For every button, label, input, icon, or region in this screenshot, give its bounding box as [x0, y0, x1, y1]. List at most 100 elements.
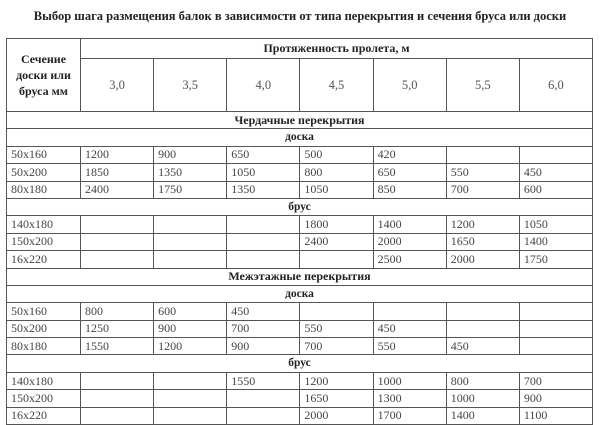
size-cell: 50x200: [6, 319, 81, 339]
table-row: 150x200 2400 2000 1650 1400: [6, 232, 594, 252]
group-heading: брус: [6, 197, 593, 217]
beam-spacing-table: Сечение доски или бруса мм Протяженность…: [6, 38, 594, 425]
size-cell: 80x180: [6, 337, 81, 356]
spacing-cell: [445, 302, 520, 321]
spacing-cell: [372, 302, 447, 321]
spacing-cell: [226, 389, 301, 408]
spacing-cell: [153, 406, 228, 425]
spacing-cell: 700: [445, 180, 520, 199]
spacing-cell: [79, 250, 155, 269]
spacing-cell: 1750: [518, 250, 594, 269]
table-row: 140x180 1550 1200 1000 800 700: [6, 371, 594, 391]
spacing-cell: 1200: [79, 145, 155, 165]
spacing-cell: 600: [518, 180, 594, 199]
spacing-cell: [518, 319, 594, 339]
size-cell: 80x180: [6, 180, 81, 199]
spacing-cell: [299, 250, 374, 269]
spacing-cell: 1200: [153, 337, 228, 356]
spacing-cell: [226, 406, 301, 425]
spacing-cell: 1300: [372, 389, 447, 408]
spacing-cell: 1400: [445, 406, 520, 425]
table-row: 50x160 1200 900 650 500 420: [6, 145, 594, 165]
span-value: 3,5: [153, 58, 228, 112]
table-title: Выбор шага размещения балок в зависимост…: [33, 9, 567, 23]
spacing-cell: 500: [299, 145, 374, 165]
spacing-cell: 650: [372, 163, 447, 182]
table-row: 16x220 2500 2000 1750: [6, 250, 594, 269]
spacing-cell: 1550: [79, 337, 155, 356]
spacing-cell: 1100: [518, 406, 594, 425]
size-cell: 16x220: [6, 406, 81, 425]
spacing-cell: [79, 371, 155, 391]
spacing-cell: 900: [153, 319, 228, 339]
spacing-cell: 700: [518, 371, 594, 391]
spacing-cell: 550: [299, 319, 374, 339]
spacing-cell: 1200: [445, 215, 520, 234]
spacing-cell: [299, 302, 374, 321]
spacing-cell: [518, 337, 594, 356]
spacing-cell: 1800: [299, 215, 374, 234]
size-cell: 16x220: [6, 250, 81, 269]
table-row: 50x200 1850 1350 1050 800 650 550 450: [6, 163, 594, 182]
spacing-cell: 420: [372, 145, 447, 165]
spacing-cell: [153, 371, 228, 391]
spacing-cell: 600: [153, 302, 228, 321]
spacing-cell: 1200: [299, 371, 374, 391]
spacing-cell: [79, 389, 155, 408]
table-row: 80x180 2400 1750 1350 1050 850 700 600: [6, 180, 594, 199]
spacing-cell: 1350: [226, 180, 301, 199]
spacing-cell: 1050: [299, 180, 374, 199]
table-row: 150x200 1650 1300 1000 900: [6, 389, 594, 408]
spacing-cell: 700: [299, 337, 374, 356]
spacing-cell: 450: [518, 163, 594, 182]
spacing-cell: 900: [518, 389, 594, 408]
spacing-cell: [153, 232, 228, 252]
spacing-cell: 550: [372, 337, 447, 356]
spacing-cell: 2000: [299, 406, 374, 425]
table-row: 16x220 2000 1700 1400 1100: [6, 406, 594, 425]
span-value: 3,0: [79, 58, 155, 112]
size-cell: 50x160: [6, 302, 81, 321]
spacing-cell: 900: [153, 145, 228, 165]
spacing-cell: 2000: [372, 232, 447, 252]
spacing-cell: 2000: [445, 250, 520, 269]
group-heading: брус: [6, 354, 593, 373]
spacing-cell: [518, 145, 594, 165]
size-cell: 150x200: [6, 389, 81, 408]
spacing-cell: 800: [79, 302, 155, 321]
group-heading: доска: [6, 284, 593, 304]
spacing-cell: [226, 215, 301, 234]
spacing-cell: 850: [372, 180, 447, 199]
spacing-cell: 1700: [372, 406, 447, 425]
spacing-cell: 1400: [372, 215, 447, 234]
section-column-header: Сечение доски или бруса мм: [6, 38, 81, 112]
span-value: 6,0: [518, 58, 594, 112]
spacing-cell: 550: [445, 163, 520, 182]
span-value: 5,5: [445, 58, 520, 112]
spacing-cell: 450: [445, 337, 520, 356]
spacing-cell: 450: [372, 319, 447, 339]
spacing-cell: [79, 232, 155, 252]
span-value: 4,5: [299, 58, 374, 112]
spacing-cell: 1050: [518, 215, 594, 234]
spacing-cell: 1550: [226, 371, 301, 391]
table-row: 50x160 800 600 450: [6, 302, 594, 321]
spacing-cell: 1050: [226, 163, 301, 182]
size-cell: 150x200: [6, 232, 81, 252]
spacing-cell: [153, 250, 228, 269]
spacing-cell: [153, 215, 228, 234]
table-row: 140x180 1800 1400 1200 1050: [6, 215, 594, 234]
spacing-cell: [226, 250, 301, 269]
spacing-cell: 900: [226, 337, 301, 356]
spacing-cell: 1250: [79, 319, 155, 339]
size-cell: 50x160: [6, 145, 81, 165]
spacing-cell: 800: [299, 163, 374, 182]
spacing-cell: [518, 302, 594, 321]
spacing-cell: 650: [226, 145, 301, 165]
spacing-cell: 1000: [372, 371, 447, 391]
group-heading: доска: [6, 128, 593, 147]
size-cell: 140x180: [6, 371, 81, 391]
spacing-cell: 2400: [299, 232, 374, 252]
spacing-cell: 450: [226, 302, 301, 321]
spacing-cell: 700: [226, 319, 301, 339]
